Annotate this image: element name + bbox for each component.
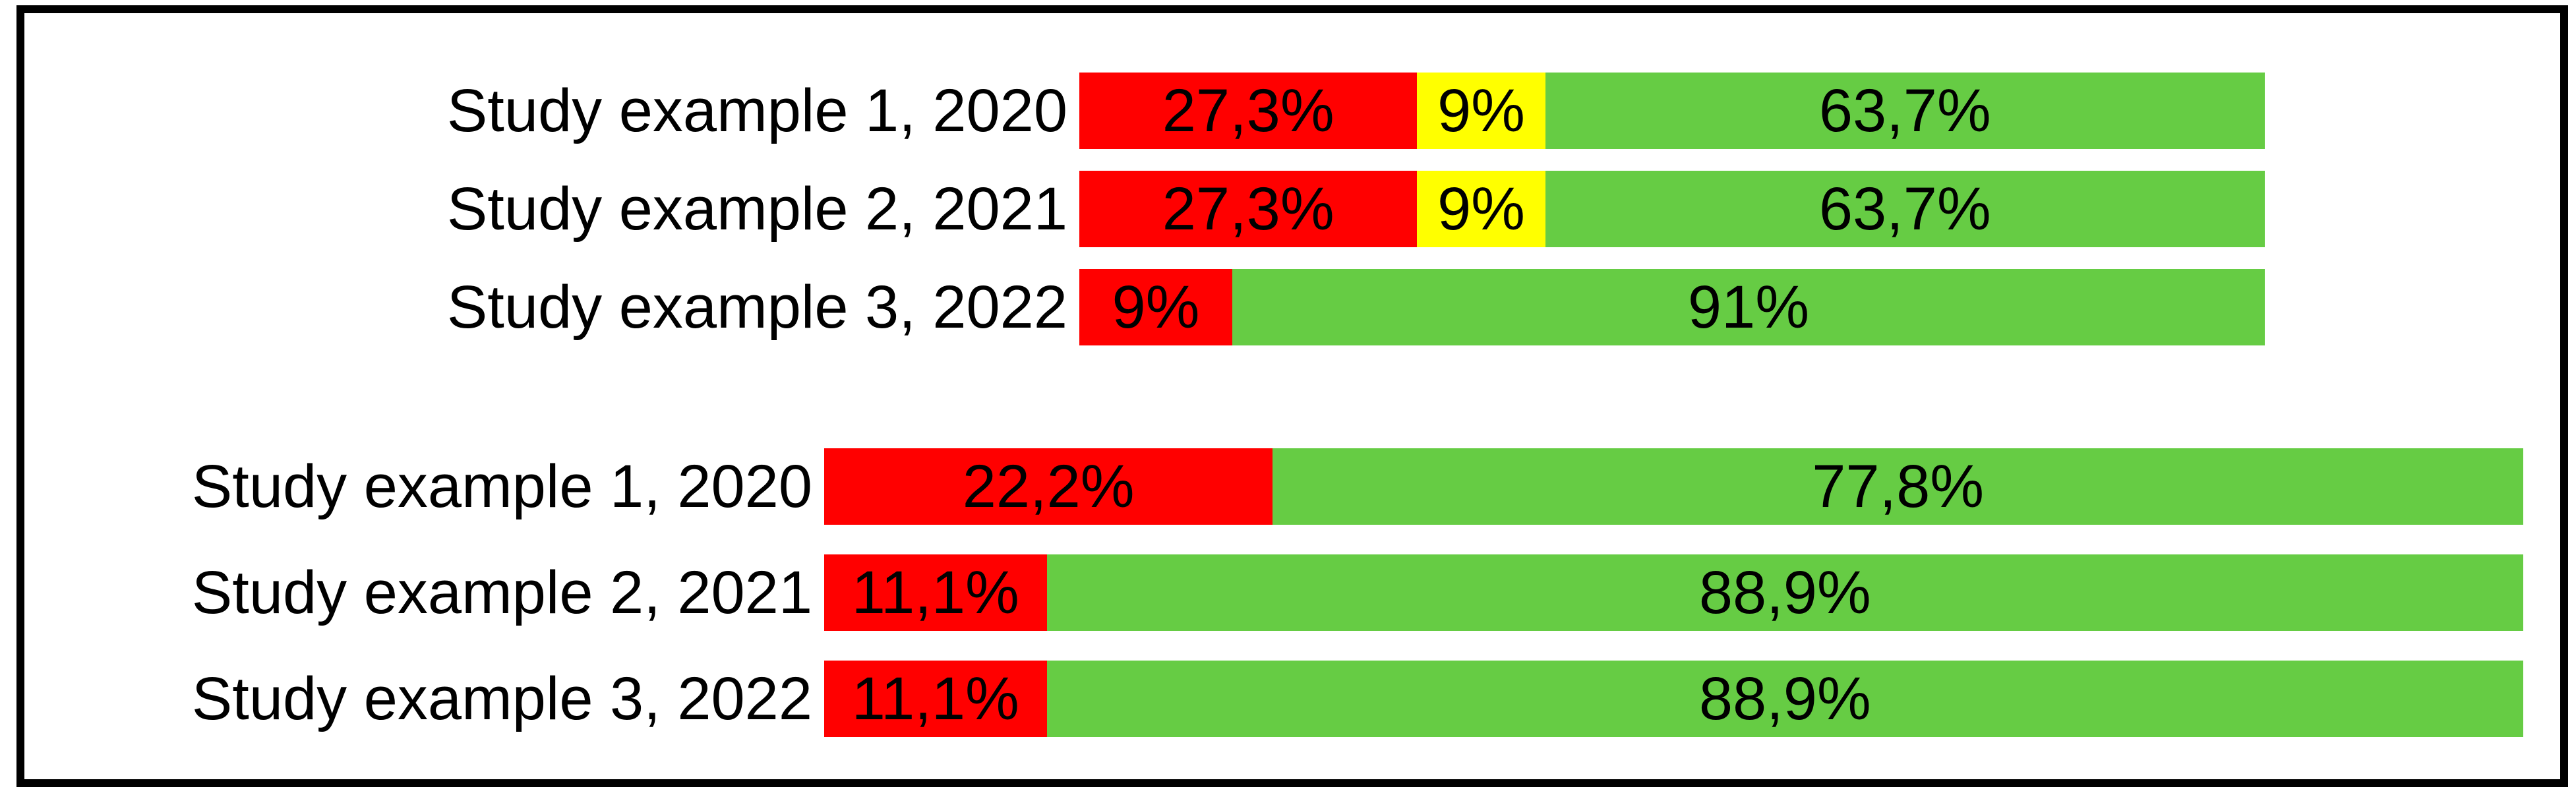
value-label: 88,9% bbox=[1698, 665, 1871, 732]
value-label: 11,1% bbox=[851, 665, 1019, 732]
bar-segment-red: 11,1% bbox=[824, 554, 1047, 631]
value-label: 77,8% bbox=[1812, 452, 1985, 520]
bar-row: Study example 2, 2021 27,3% 9% 63,7% bbox=[24, 171, 2560, 247]
stacked-bar: 9% 91% bbox=[1079, 269, 2265, 345]
category-label: Study example 2, 2021 bbox=[191, 558, 812, 626]
value-label: 11,1% bbox=[851, 558, 1019, 626]
stacked-bar: 11,1% 88,9% bbox=[824, 661, 2523, 737]
value-label: 22,2% bbox=[962, 452, 1135, 520]
value-label: 9% bbox=[1112, 273, 1200, 341]
bar-segment-red: 11,1% bbox=[824, 661, 1047, 737]
stacked-bar: 11,1% 88,9% bbox=[824, 554, 2523, 631]
bar-segment-green: 63,7% bbox=[1545, 73, 2265, 149]
bar-segment-red: 27,3% bbox=[1079, 171, 1418, 247]
stacked-bar: 27,3% 9% 63,7% bbox=[1079, 171, 2265, 247]
bar-segment-yellow: 9% bbox=[1417, 171, 1545, 247]
bar-row: Study example 1, 2020 27,3% 9% 63,7% bbox=[24, 73, 2560, 149]
bar-segment-green: 77,8% bbox=[1273, 448, 2523, 525]
value-label: 9% bbox=[1437, 76, 1525, 144]
category-label: Study example 3, 2022 bbox=[446, 273, 1067, 341]
stacked-bar: 22,2% 77,8% bbox=[824, 448, 2523, 525]
stacked-bar-chart-bottom: Study example 1, 2020 22,2% 77,8% Study exa… bbox=[24, 448, 2560, 737]
chart-frame: Study example 1, 2020 27,3% 9% 63,7% Study e… bbox=[16, 5, 2568, 787]
value-label: 9% bbox=[1437, 175, 1525, 243]
value-label: 63,7% bbox=[1818, 76, 1991, 144]
bar-row: Study example 3, 2022 11,1% 88,9% bbox=[24, 661, 2560, 737]
category-label: Study example 3, 2022 bbox=[191, 665, 812, 732]
bar-row: Study example 3, 2022 9% 91% bbox=[24, 269, 2560, 345]
value-label: 88,9% bbox=[1698, 558, 1871, 626]
bar-segment-green: 91% bbox=[1232, 269, 2265, 345]
category-label: Study example 2, 2021 bbox=[446, 175, 1067, 243]
stacked-bar: 27,3% 9% 63,7% bbox=[1079, 73, 2265, 149]
bar-segment-red: 27,3% bbox=[1079, 73, 1418, 149]
value-label: 63,7% bbox=[1818, 175, 1991, 243]
bar-segment-green: 63,7% bbox=[1545, 171, 2265, 247]
bar-segment-green: 88,9% bbox=[1046, 554, 2523, 631]
category-label: Study example 1, 2020 bbox=[446, 76, 1067, 144]
category-label: Study example 1, 2020 bbox=[191, 452, 812, 520]
value-label: 27,3% bbox=[1162, 175, 1334, 243]
bar-row: Study example 1, 2020 22,2% 77,8% bbox=[24, 448, 2560, 525]
value-label: 27,3% bbox=[1162, 76, 1334, 144]
bar-row: Study example 2, 2021 11,1% 88,9% bbox=[24, 554, 2560, 631]
stacked-bar-chart-top: Study example 1, 2020 27,3% 9% 63,7% Study e… bbox=[24, 73, 2560, 345]
bar-segment-green: 88,9% bbox=[1046, 661, 2523, 737]
value-label: 91% bbox=[1687, 273, 1810, 341]
bar-segment-yellow: 9% bbox=[1417, 73, 1545, 149]
bar-segment-red: 22,2% bbox=[824, 448, 1273, 525]
bar-segment-red: 9% bbox=[1079, 269, 1232, 345]
